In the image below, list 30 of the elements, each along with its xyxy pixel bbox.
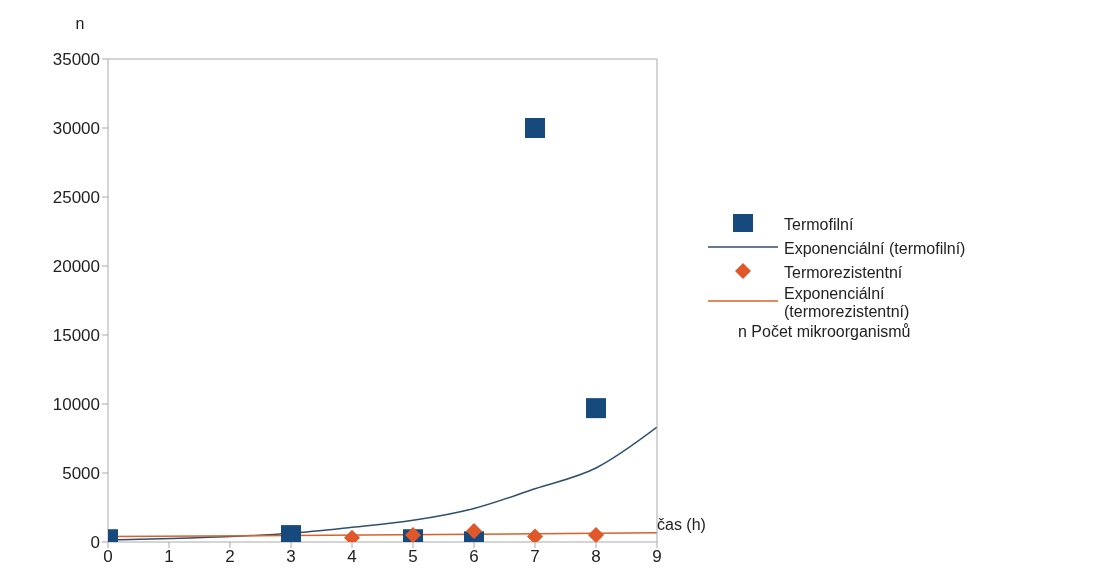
legend-label: Exponenciální (termorezistentní): [784, 285, 911, 321]
x-tick-label: 8: [591, 547, 601, 567]
point: [586, 398, 606, 419]
point: [466, 522, 482, 539]
x-tick-label: 5: [408, 547, 418, 567]
x-tick-label: 0: [103, 547, 113, 567]
x-tick-label: 4: [347, 547, 357, 567]
y-tick-label: 5000: [62, 464, 100, 484]
y-tick-label: 20000: [52, 257, 100, 277]
legend-label: Termorezistentní: [784, 264, 903, 282]
y-tick-label: 0: [90, 533, 100, 553]
point: [525, 118, 545, 138]
y-axis-title: n: [75, 15, 85, 32]
legend-label: Exponenciální (termofilní): [784, 240, 966, 258]
y-tick-label: 30000: [52, 119, 100, 139]
y-tick-label: 15000: [52, 326, 100, 346]
x-tick-label: 1: [164, 547, 174, 567]
x-axis-title: čas (h): [657, 515, 706, 533]
legend-label: Termofilní: [784, 216, 854, 234]
text: n Počet mikroorganismů: [737, 323, 912, 341]
x-tick-label: 2: [225, 547, 235, 567]
x-tick-label: 7: [530, 547, 540, 567]
x-tick-label: 3: [286, 547, 296, 567]
y-tick-label: 25000: [52, 188, 100, 208]
x-tick-label: 6: [469, 547, 479, 567]
x-tick-label: 9: [652, 547, 662, 567]
y-tick-label: 10000: [52, 395, 100, 415]
point: [527, 528, 543, 542]
point: [588, 527, 604, 542]
y-tick-label: 35000: [52, 50, 100, 70]
